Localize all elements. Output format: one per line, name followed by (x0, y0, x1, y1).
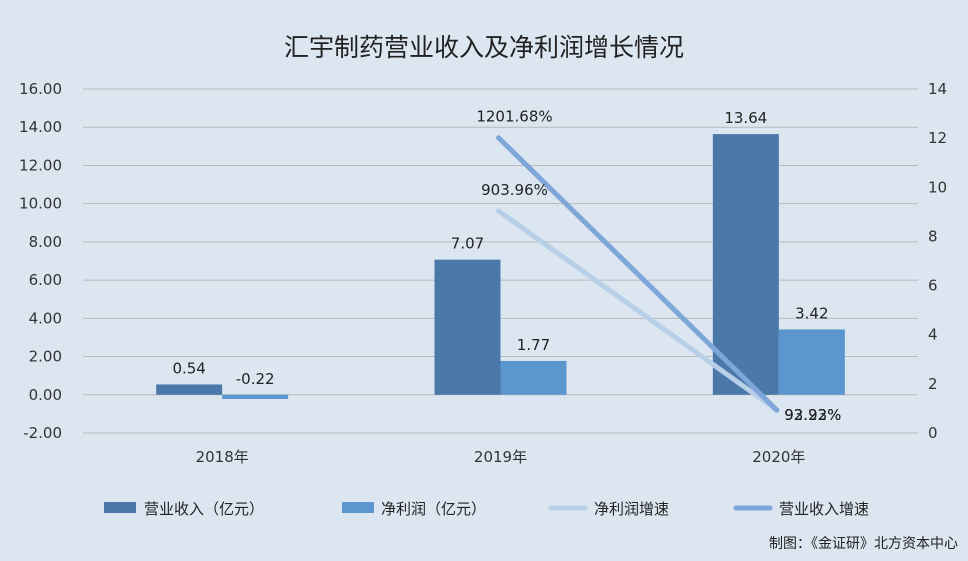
right-tick-label: 0 (928, 424, 938, 442)
line-value-label: 903.96% (481, 181, 548, 199)
right-tick-label: 10 (928, 178, 947, 196)
legend-swatch (104, 502, 136, 513)
bar (500, 360, 567, 395)
left-axis: 16.00 14.00 12.00 10.00 8.00 6.00 4.00 2.00 0.00… (19, 80, 62, 442)
left-tick-label: 16.00 (19, 80, 62, 98)
right-axis: 14 12 10 8 6 4 2 0 (928, 80, 947, 442)
bars (156, 134, 845, 399)
bar (222, 394, 289, 399)
line-value-label: 1201.68% (476, 108, 552, 126)
bar (778, 329, 845, 395)
left-tick-label: 6.00 (29, 271, 62, 289)
chart-credit: 制图：《金证研》北方资本中心 (769, 536, 958, 552)
category-label: 2020年 (752, 448, 805, 466)
growth-line (496, 135, 780, 413)
line-value-label: 93.22% (784, 406, 841, 424)
bar (156, 384, 223, 395)
bar (434, 259, 501, 395)
right-tick-label: 12 (928, 129, 947, 147)
bar-value-label: 0.54 (172, 359, 205, 377)
growth-lines (496, 135, 780, 413)
legend-label: 营业收入（亿元） (144, 500, 264, 518)
left-tick-label: 12.00 (19, 156, 62, 174)
category-axis: 2018年 2019年 2020年 (196, 448, 806, 466)
data-labels: 0.54 7.07 13.64 -0.22 1.77 3.42 903.96% 93.22% 1… (172, 108, 841, 424)
line-value-label: 92.93% (784, 406, 841, 424)
bar (712, 134, 779, 395)
category-label: 2019年 (474, 448, 527, 466)
right-tick-label: 14 (928, 80, 947, 98)
left-tick-label: 2.00 (29, 348, 62, 366)
bar-value-label: -0.22 (236, 370, 275, 388)
left-tick-label: -2.00 (23, 424, 62, 442)
left-tick-label: 4.00 (29, 309, 62, 327)
bar-value-label: 1.77 (517, 336, 550, 354)
left-tick-label: 10.00 (19, 195, 62, 213)
left-tick-label: 14.00 (19, 118, 62, 136)
right-tick-label: 6 (928, 277, 938, 295)
bar-value-label: 3.42 (795, 304, 828, 322)
category-label: 2018年 (196, 448, 249, 466)
right-tick-label: 8 (928, 227, 938, 245)
left-tick-label: 0.00 (29, 386, 62, 404)
legend: 营业收入（亿元） 净利润（亿元） 净利润增速 营业收入增速 (104, 500, 869, 518)
legend-label: 净利润增速 (594, 500, 669, 518)
bar-value-label: 13.64 (724, 109, 767, 127)
growth-line (496, 208, 780, 413)
legend-label: 营业收入增速 (779, 500, 869, 518)
right-tick-label: 2 (928, 375, 938, 393)
chart-title: 汇宇制药营业收入及净利润增长情况 (284, 33, 684, 62)
bar-value-label: 7.07 (451, 235, 484, 253)
right-tick-label: 4 (928, 326, 938, 344)
legend-label: 净利润（亿元） (381, 500, 486, 518)
legend-swatch (342, 502, 374, 513)
left-tick-label: 8.00 (29, 233, 62, 251)
